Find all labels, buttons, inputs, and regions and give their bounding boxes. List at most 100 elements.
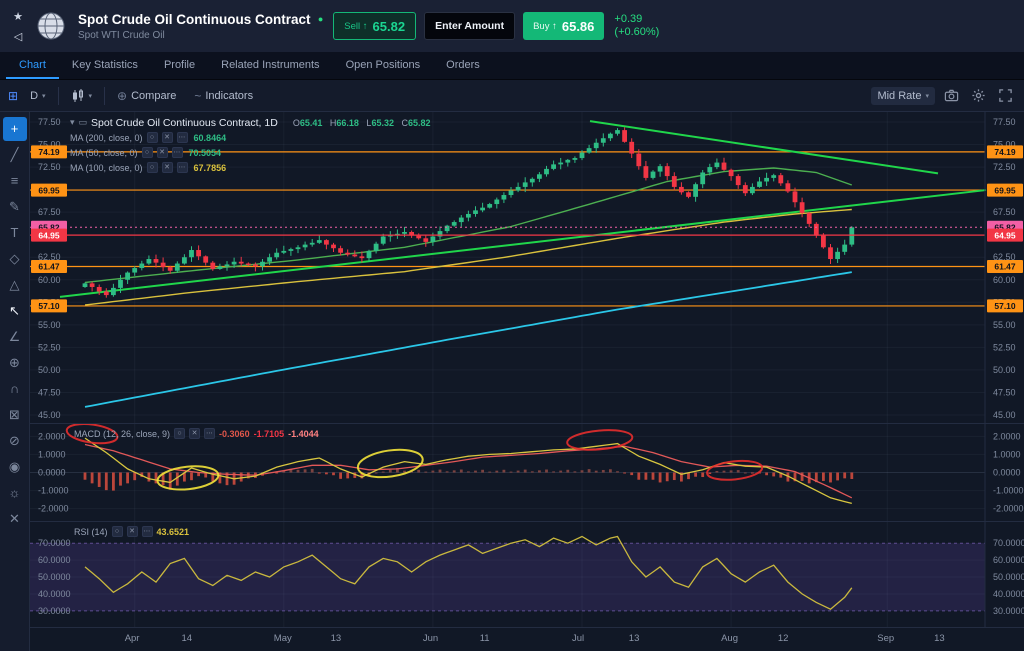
buy-button[interactable]: Buy ↑ 65.86 xyxy=(523,12,604,40)
chart-area: 77.5077.5075.0075.0072.5072.5070.0070.00… xyxy=(30,112,1024,651)
svg-text:60.00: 60.00 xyxy=(993,275,1016,285)
visibility-icon[interactable]: ○ xyxy=(112,526,123,537)
delete-icon[interactable]: ✕ xyxy=(157,147,168,158)
cursor-tool[interactable]: ↖ xyxy=(3,299,27,323)
magic-tool[interactable]: ☼ xyxy=(3,481,27,505)
svg-text:52.50: 52.50 xyxy=(993,342,1016,352)
more-options-icon[interactable]: ⋯ xyxy=(177,132,188,143)
ma100-value: 67.7856 xyxy=(194,163,227,173)
snapshot-camera-icon[interactable] xyxy=(941,85,962,106)
time-label: 11 xyxy=(480,633,490,644)
delete-icon[interactable]: ✕ xyxy=(189,428,200,439)
ma50-value: 70.5054 xyxy=(189,148,222,158)
watchlist-icon[interactable]: ★ xyxy=(13,10,23,23)
svg-text:67.50: 67.50 xyxy=(993,207,1016,217)
indicators-button[interactable]: ~ Indicators xyxy=(188,86,259,106)
tab-open-positions[interactable]: Open Positions xyxy=(333,52,434,79)
enter-amount-button[interactable]: Enter Amount xyxy=(424,12,515,40)
tab-key-statistics[interactable]: Key Statistics xyxy=(59,52,151,79)
time-label: Sep xyxy=(877,633,894,644)
tab-profile[interactable]: Profile xyxy=(151,52,208,79)
up-arrow-icon: ↑ xyxy=(363,21,368,32)
more-options-icon[interactable]: ⋯ xyxy=(177,162,188,173)
trade-buttons: Sell ↑ 65.82 Enter Amount Buy ↑ 65.86 +0… xyxy=(333,12,659,40)
pane-collapse-icon[interactable]: ▾ xyxy=(70,117,75,128)
interval-button[interactable]: D ▾ xyxy=(24,87,51,105)
more-options-icon[interactable]: ⋯ xyxy=(204,428,215,439)
svg-text:72.50: 72.50 xyxy=(38,162,61,172)
collapse-panel-icon[interactable]: ◁ xyxy=(14,30,22,43)
trading-app: ★ ◁ Spot Crude Oil Continuous Contract ●… xyxy=(0,0,1024,651)
lock-drawings-tool[interactable]: ⊠ xyxy=(3,403,27,427)
svg-text:47.50: 47.50 xyxy=(993,387,1016,397)
brush-tool[interactable]: ✎ xyxy=(3,195,27,219)
fib-retracement-tool[interactable]: ≡ xyxy=(3,169,27,193)
svg-text:30.0000: 30.0000 xyxy=(993,606,1024,616)
add-chart-icon[interactable]: ⊞ xyxy=(8,89,18,103)
up-arrow-icon: ↑ xyxy=(552,21,557,32)
header: ★ ◁ Spot Crude Oil Continuous Contract ●… xyxy=(0,0,1024,52)
delete-icon[interactable]: ✕ xyxy=(162,132,173,143)
measure-tool[interactable]: ∠ xyxy=(3,325,27,349)
visibility-icon[interactable]: ○ xyxy=(147,162,158,173)
more-options-icon[interactable]: ⋯ xyxy=(142,526,153,537)
time-axis[interactable]: Apr14May13Jun11Jul13Aug12Sep13 xyxy=(30,627,1024,651)
hide-drawings-tool[interactable]: ⊘ xyxy=(3,429,27,453)
svg-text:-1.0000: -1.0000 xyxy=(993,486,1024,496)
tab-related-instruments[interactable]: Related Instruments xyxy=(208,52,332,79)
rsi-title: RSI (14) xyxy=(74,527,108,537)
ma50-row: MA (50, close, 0) ○ ✕ ⋯ 70.5054 xyxy=(70,145,431,160)
forecast-tool[interactable]: △ xyxy=(3,273,27,297)
more-options-icon[interactable]: ⋯ xyxy=(172,147,183,158)
time-label: 13 xyxy=(934,633,945,644)
ma200-value: 60.8464 xyxy=(194,133,227,143)
svg-text:2.0000: 2.0000 xyxy=(38,431,66,441)
instrument-title-block: Spot Crude Oil Continuous Contract ● Spo… xyxy=(78,12,323,41)
visibility-icon[interactable]: ○ xyxy=(147,132,158,143)
svg-text:74.19: 74.19 xyxy=(994,147,1016,157)
svg-text:50.00: 50.00 xyxy=(38,365,61,375)
toolbar-right: Mid Rate ▾ xyxy=(871,85,1016,106)
toolbar-separator xyxy=(58,87,59,105)
settings-gear-icon[interactable] xyxy=(968,85,989,106)
svg-text:47.50: 47.50 xyxy=(38,387,61,397)
svg-text:50.0000: 50.0000 xyxy=(993,572,1024,582)
svg-text:72.50: 72.50 xyxy=(993,162,1016,172)
zoom-tool[interactable]: ⊕ xyxy=(3,351,27,375)
delete-icon[interactable]: ✕ xyxy=(162,162,173,173)
chevron-down-icon: ▾ xyxy=(42,92,46,100)
sell-button[interactable]: Sell ↑ 65.82 xyxy=(333,12,416,40)
svg-text:0.0000: 0.0000 xyxy=(993,468,1021,478)
rate-type-dropdown[interactable]: Mid Rate ▾ xyxy=(871,87,935,105)
chart-type-button[interactable]: ▾ xyxy=(65,86,99,106)
text-tool[interactable]: T xyxy=(3,221,27,245)
price-pane[interactable]: 77.5077.5075.0075.0072.5072.5070.0070.00… xyxy=(30,112,1024,423)
time-label: 12 xyxy=(778,633,789,644)
compare-button[interactable]: ⊕ Compare xyxy=(111,86,182,106)
delete-icon[interactable]: ✕ xyxy=(127,526,138,537)
trend-line-tool[interactable]: ╱ xyxy=(3,143,27,167)
tab-chart[interactable]: Chart xyxy=(6,52,59,79)
magnet-tool[interactable]: ∩ xyxy=(3,377,27,401)
price-change: +0.39 (+0.60%) xyxy=(614,13,659,39)
svg-text:57.10: 57.10 xyxy=(38,301,60,311)
visibility-icon[interactable]: ○ xyxy=(142,147,153,158)
macd-pane[interactable]: 2.00002.00001.00001.00000.00000.0000-1.0… xyxy=(30,423,1024,521)
show-objects-tool[interactable]: ◉ xyxy=(3,455,27,479)
remove-drawings-tool[interactable]: ✕ xyxy=(3,507,27,531)
svg-text:69.95: 69.95 xyxy=(38,185,60,195)
svg-text:70.0000: 70.0000 xyxy=(993,538,1024,548)
svg-text:2.0000: 2.0000 xyxy=(993,431,1021,441)
toolbar-left: ⊞ D ▾ ▾ ⊕ Compare ~ xyxy=(8,86,259,106)
pane-maximize-icon[interactable]: ▭ xyxy=(79,117,88,128)
crosshair-tool[interactable]: + xyxy=(3,117,27,141)
rsi-pane[interactable]: 70.000070.000060.000060.000050.000050.00… xyxy=(30,521,1024,627)
candlestick-icon xyxy=(71,89,85,103)
chart-main: +╱≡✎T◇△↖∠⊕∩⊠⊘◉☼✕ 77.5077.5075.0075.0072.… xyxy=(0,112,1024,651)
fullscreen-icon[interactable] xyxy=(995,85,1016,106)
svg-text:40.0000: 40.0000 xyxy=(38,589,71,599)
visibility-icon[interactable]: ○ xyxy=(174,428,185,439)
pattern-tool[interactable]: ◇ xyxy=(3,247,27,271)
tab-orders[interactable]: Orders xyxy=(433,52,493,79)
time-label: Jun xyxy=(423,633,438,644)
